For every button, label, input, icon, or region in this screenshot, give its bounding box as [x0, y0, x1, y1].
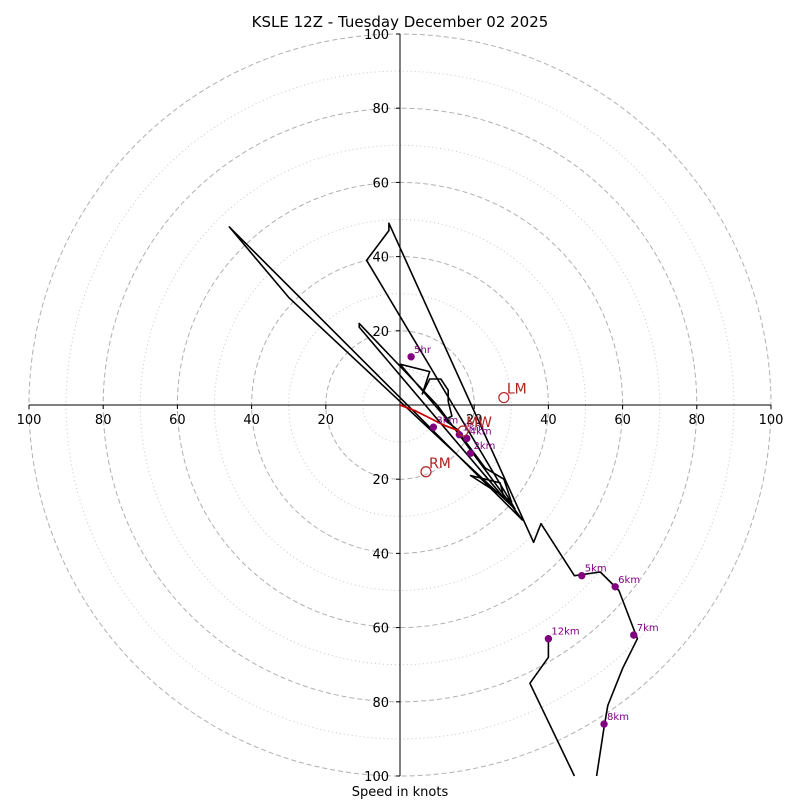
chart-title: KSLE 12Z - Tuesday December 02 2025: [252, 13, 549, 31]
x-tick-label: 100: [759, 413, 784, 428]
height-marker-label: 6km: [618, 575, 640, 586]
height-marker-dot: [429, 423, 438, 431]
y-tick-label: 20: [372, 473, 389, 488]
hodograph-traces: [228, 222, 639, 777]
y-tick-label: 100: [364, 770, 389, 785]
height-marker-dot: [463, 434, 471, 443]
height-marker-label: 2km: [473, 441, 495, 452]
x-tick-label: 60: [614, 413, 631, 428]
height-marker-label: 5hr: [414, 345, 432, 356]
low-level-trace: [399, 404, 460, 432]
y-tick-label: 80: [372, 102, 389, 117]
x-tick-label: 20: [318, 413, 335, 428]
x-tick-label: 80: [689, 413, 706, 428]
x-tick-label: 20: [466, 413, 483, 428]
y-tick-label: 40: [372, 547, 389, 562]
x-tick-label: 40: [243, 413, 260, 428]
y-tick-labels: 100 80 60 40 20 20 40 60 80 100: [364, 28, 400, 785]
y-tick-label: 20: [372, 325, 389, 340]
x-axis-label: Speed in knots: [352, 785, 449, 800]
x-tick-label: 80: [95, 413, 112, 428]
storm-motion-marker: [420, 466, 432, 478]
y-tick-label: 100: [364, 28, 389, 43]
storm-motion-markers: LM RM MW: [420, 382, 527, 478]
height-marker-label: 5km: [585, 564, 607, 575]
height-marker-dot: [600, 720, 608, 728]
y-tick-label: 60: [372, 622, 389, 637]
y-tick-label: 80: [372, 696, 389, 711]
y-tick-label: 40: [372, 251, 389, 266]
height-marker-label: 4km: [470, 426, 492, 437]
height-marker-label: 12km: [551, 627, 579, 638]
hodograph-trace: [228, 222, 639, 777]
x-tick-labels: 100 80 60 40 20 20 40 60 80 100: [17, 405, 784, 428]
y-tick-label: 60: [372, 176, 389, 191]
storm-motion-label: RM: [429, 456, 451, 472]
x-tick-label: 40: [540, 413, 557, 428]
height-marker-dot: [611, 583, 619, 591]
height-markers: 1km 2km 3km 4km 5km 6km 7km 8km 12km 5hr: [407, 345, 659, 728]
height-marker-label: 3km: [436, 415, 458, 426]
height-marker-dot: [544, 635, 553, 643]
hodograph-trace-upper: [529, 635, 576, 777]
storm-motion-label: MW: [466, 415, 492, 431]
height-marker-label: 1km: [462, 423, 484, 434]
height-marker-dot: [578, 571, 586, 580]
storm-motion-marker: [498, 391, 510, 404]
height-marker-label: 7km: [637, 623, 659, 634]
storm-motion-label: LM: [507, 382, 527, 398]
storm-motion-marker: [457, 425, 469, 437]
height-marker-dot: [466, 449, 475, 457]
height-marker-dot: [630, 631, 638, 639]
x-tick-label: 60: [169, 413, 186, 428]
height-marker-dot: [407, 353, 415, 361]
height-marker-label: 8km: [607, 712, 629, 723]
x-tick-label: 100: [17, 413, 42, 428]
